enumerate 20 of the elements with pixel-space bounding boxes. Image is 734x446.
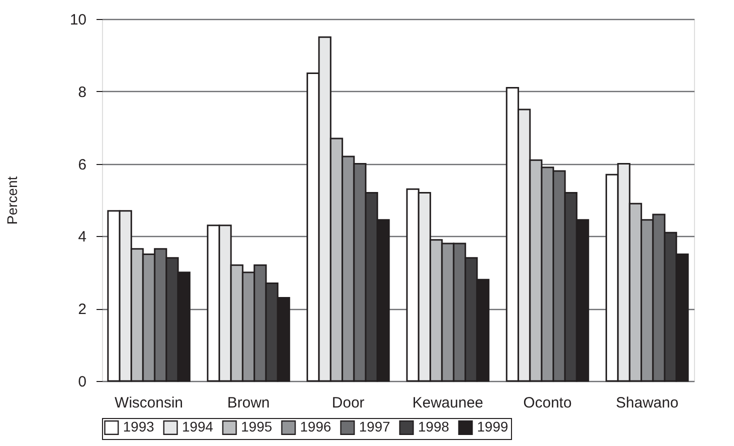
y-tick-label: 10	[70, 12, 86, 28]
x-tick-label: Kewaunee	[412, 394, 484, 412]
x-tick-label: Wisconsin	[114, 394, 184, 412]
y-axis-title: Percent	[4, 176, 20, 225]
y-tick-label: 6	[78, 156, 86, 174]
x-tick-label: Brown	[227, 394, 270, 412]
y-tick-label: 2	[78, 301, 86, 318]
x-tick-label: Shawano	[616, 394, 678, 412]
legend-label: 1998	[418, 418, 450, 435]
legend-label: 1999	[477, 418, 508, 435]
legend-label: 1996	[300, 418, 332, 435]
y-tick-label: 4	[78, 228, 86, 246]
x-tick-label: Door	[332, 394, 364, 412]
legend-label: 1997	[359, 418, 390, 435]
y-tick-label: 0	[78, 374, 86, 390]
y-tick-label: 8	[78, 84, 86, 101]
legend-label: 1993	[123, 418, 154, 435]
legend-label: 1995	[241, 418, 272, 435]
legend-label: 1994	[182, 418, 214, 435]
x-tick-label: Oconto	[523, 394, 572, 412]
